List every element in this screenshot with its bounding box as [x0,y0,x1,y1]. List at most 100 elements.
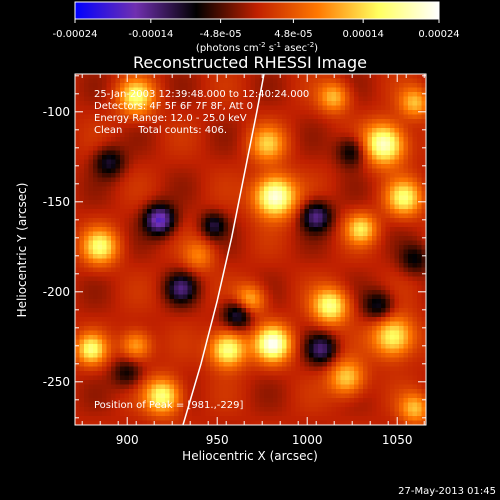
heatmap-cell [403,195,409,201]
heatmap-cell [84,222,90,228]
heatmap-cell [372,137,378,143]
heatmap-cell [403,294,409,300]
heatmap-cell [286,263,292,269]
heatmap-cell [268,83,274,89]
heatmap-cell [367,150,373,156]
heatmap-cell [88,276,94,282]
heatmap-cell [340,105,346,111]
heatmap-cell [192,303,198,309]
heatmap-cell [295,312,301,318]
heatmap-cell [174,299,180,305]
heatmap-cell [340,137,346,143]
heatmap-cell [232,132,238,138]
heatmap-cell [214,245,220,251]
heatmap-cell [304,236,310,242]
heatmap-cell [120,101,126,107]
heatmap-cell [295,200,301,206]
heatmap-cell [250,299,256,305]
heatmap-cell [295,204,301,210]
heatmap-cell [156,344,162,350]
heatmap-cell [232,348,238,354]
heatmap-cell [102,150,108,156]
heatmap-cell [336,101,342,107]
heatmap-cell [385,96,391,102]
heatmap-cell [201,267,207,273]
heatmap-cell [97,128,103,134]
heatmap-cell [147,101,153,107]
heatmap-cell [129,137,135,143]
heatmap-cell [345,308,351,314]
heatmap-cell [201,344,207,350]
heatmap-cell [151,204,157,210]
heatmap-cell [358,204,364,210]
heatmap-cell [340,249,346,255]
heatmap-cell [120,263,126,269]
heatmap-cell [250,83,256,89]
heatmap-cell [399,155,405,161]
heatmap-cell [97,227,103,233]
heatmap-cell [169,263,175,269]
heatmap-cell [97,173,103,179]
heatmap-cell [358,74,364,80]
heatmap-cell [304,245,310,251]
heatmap-cell [174,195,180,201]
heatmap-cell [79,191,85,197]
heatmap-cell [345,236,351,242]
heatmap-cell [246,272,252,278]
heatmap-cell [322,101,328,107]
heatmap-cell [201,231,207,237]
heatmap-cell [345,209,351,215]
heatmap-cell [210,303,216,309]
heatmap-cell [75,114,81,120]
heatmap-cell [228,155,234,161]
heatmap-cell [354,344,360,350]
heatmap-cell [84,137,90,143]
heatmap-cell [174,317,180,323]
heatmap-cell [75,186,81,192]
heatmap-cell [273,326,279,332]
heatmap-cell [417,168,423,174]
heatmap-cell [147,335,153,341]
heatmap-cell [340,150,346,156]
heatmap-cell [228,353,234,359]
heatmap-cell [178,204,184,210]
heatmap-cell [277,353,283,359]
heatmap-cell [129,173,135,179]
heatmap-cell [313,209,319,215]
heatmap-cell [273,159,279,165]
heatmap-cell [124,335,130,341]
heatmap-cell [291,240,297,246]
heatmap-cell [160,222,166,228]
heatmap-cell [97,164,103,170]
heatmap-cell [264,281,270,287]
heatmap-cell [291,200,297,206]
heatmap-cell [268,326,274,332]
heatmap-cell [133,96,139,102]
heatmap-cell [390,132,396,138]
heatmap-cell [183,258,189,264]
heatmap-cell [354,191,360,197]
heatmap-cell [363,227,369,233]
heatmap-cell [237,186,243,192]
heatmap-cell [322,146,328,152]
heatmap-cell [237,209,243,215]
heatmap-cell [133,195,139,201]
heatmap-cell [88,200,94,206]
heatmap-cell [354,74,360,80]
heatmap-cell [408,186,414,192]
heatmap-cell [340,177,346,183]
heatmap-cell [363,348,369,354]
heatmap-cell [156,83,162,89]
heatmap-cell [214,276,220,282]
heatmap-cell [358,105,364,111]
heatmap-cell [403,110,409,116]
heatmap-cell [214,101,220,107]
heatmap-cell [115,240,121,246]
heatmap-cell [214,321,220,327]
heatmap-cell [223,254,229,260]
heatmap-cell [295,168,301,174]
heatmap-cell [381,335,387,341]
heatmap-cell [106,159,112,165]
heatmap-cell [174,326,180,332]
heatmap-cell [318,308,324,314]
